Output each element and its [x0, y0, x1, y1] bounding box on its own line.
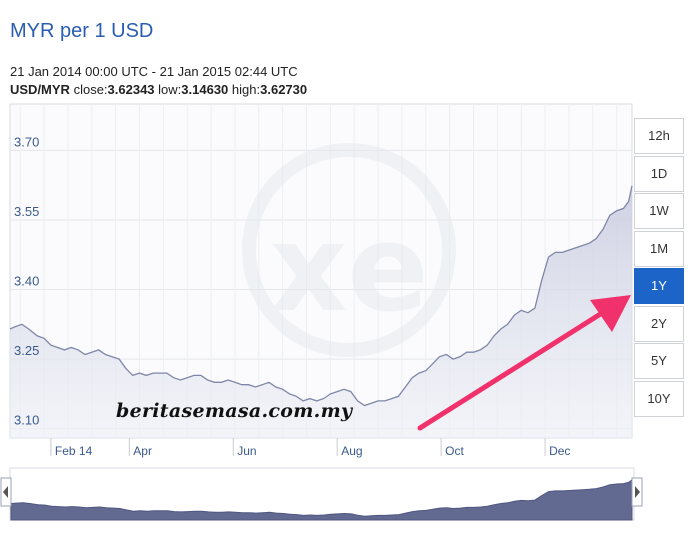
- low-value: 3.14630: [181, 82, 229, 97]
- high-value: 3.62730: [260, 82, 308, 97]
- navigator-left-handle[interactable]: [0, 477, 12, 507]
- pair-label: USD/MYR: [10, 82, 70, 97]
- y-tick-label: 3.55: [14, 204, 39, 219]
- range-button-1y[interactable]: 1Y: [634, 268, 684, 304]
- range-button-12h[interactable]: 12h: [634, 118, 684, 154]
- navigator-right-handle[interactable]: [631, 477, 643, 507]
- navigator-area: [10, 478, 633, 521]
- price-line: [9, 185, 633, 407]
- x-tick-label: Dec: [549, 444, 570, 458]
- range-navigator[interactable]: [0, 467, 643, 521]
- date-range: 21 Jan 2014 00:00 UTC - 21 Jan 2015 02:4…: [10, 64, 298, 79]
- x-tick-label: Jun: [237, 444, 256, 458]
- page-title: MYR per 1 USD: [10, 20, 154, 42]
- y-tick-label: 3.10: [14, 413, 39, 428]
- x-axis-ticks: Feb 14 Apr Jun Aug Oct Dec: [50, 438, 570, 458]
- close-label: close:: [73, 82, 108, 97]
- range-button-1w[interactable]: 1W: [634, 193, 684, 229]
- range-button-1d[interactable]: 1D: [634, 155, 684, 192]
- price-area: [10, 185, 632, 438]
- xe-watermark-logo: xe: [242, 143, 456, 357]
- close-value: 3.62343: [107, 82, 155, 97]
- range-button-10y[interactable]: 10Y: [634, 380, 684, 417]
- y-tick-label: 3.40: [14, 274, 39, 289]
- y-axis-ticks: 3.10 3.25 3.40 3.55 3.70: [14, 134, 39, 427]
- range-button-5y[interactable]: 5Y: [634, 343, 684, 379]
- range-button-2y[interactable]: 2Y: [634, 305, 684, 342]
- svg-text:xe: xe: [270, 200, 429, 339]
- annotation-arrow: [417, 295, 631, 431]
- x-tick-label: Aug: [341, 444, 362, 458]
- x-tick-label: Apr: [133, 444, 152, 458]
- range-button-1m[interactable]: 1M: [634, 230, 684, 267]
- watermark-text: beritasemasa.com.my: [116, 400, 353, 422]
- x-tick-label: Feb 14: [55, 444, 93, 458]
- low-label: low:: [158, 82, 182, 97]
- y-tick-label: 3.70: [14, 134, 39, 149]
- y-tick-label: 3.25: [14, 343, 39, 358]
- high-label: high:: [231, 82, 261, 97]
- x-tick-label: Oct: [445, 444, 464, 458]
- quote-stats: USD/MYR close:3.62343 low:3.14630 high:3…: [10, 82, 307, 97]
